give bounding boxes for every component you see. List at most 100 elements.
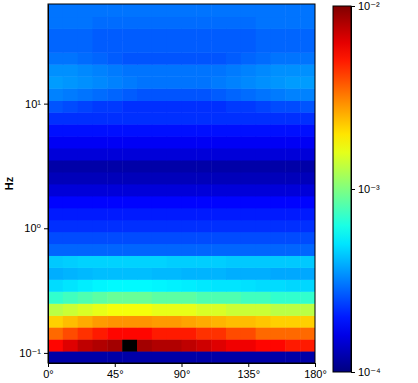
heatmap-cell	[182, 339, 197, 351]
heatmap-cells	[48, 4, 315, 363]
heatmap-cell	[241, 4, 256, 17]
heatmap-cell	[93, 17, 108, 29]
heatmap-cell	[182, 172, 197, 184]
heatmap-cell	[285, 244, 300, 256]
heatmap-cell	[211, 52, 226, 64]
heatmap-cell	[226, 52, 241, 64]
heatmap-cell	[226, 148, 241, 161]
heatmap-cell	[152, 112, 167, 124]
heatmap-cell	[182, 88, 197, 101]
heatmap-cell	[107, 339, 122, 351]
heatmap-cell	[152, 196, 167, 208]
x-tick	[315, 363, 316, 367]
heatmap-cell	[226, 208, 241, 220]
heatmap-cell	[211, 303, 226, 316]
heatmap-cell	[122, 351, 137, 363]
heatmap-cell	[78, 148, 93, 161]
heatmap-cell	[152, 136, 167, 148]
heatmap-cell	[63, 88, 78, 101]
heatmap-cell	[300, 291, 315, 303]
heatmap-cell	[63, 279, 78, 291]
heatmap-cell	[300, 148, 315, 161]
heatmap-cell	[271, 64, 286, 76]
heatmap-cell	[107, 220, 122, 232]
heatmap-cell	[300, 220, 315, 232]
heatmap-cell	[167, 148, 182, 161]
heatmap-cell	[256, 112, 271, 124]
heatmap-cell	[78, 220, 93, 232]
heatmap-cell	[167, 64, 182, 76]
heatmap-cell	[241, 112, 256, 124]
heatmap-cell	[241, 17, 256, 29]
heatmap-cell	[196, 184, 211, 196]
heatmap-cell	[152, 303, 167, 316]
heatmap-cell	[63, 76, 78, 88]
heatmap-cell	[63, 351, 78, 363]
heatmap-cell	[167, 28, 182, 41]
heatmap-cell	[226, 220, 241, 232]
plot-frame	[48, 4, 315, 363]
heatmap-cell	[211, 220, 226, 232]
heatmap-cell	[48, 112, 63, 124]
heatmap-cell	[122, 327, 137, 339]
heatmap-cell	[211, 40, 226, 52]
x-axis: 0°45°90°135°180°	[43, 363, 327, 380]
heatmap-cell	[300, 124, 315, 136]
heatmap-cell	[271, 124, 286, 136]
heatmap-cell	[122, 40, 137, 52]
heatmap-cell	[211, 255, 226, 267]
heatmap-cell	[152, 172, 167, 184]
heatmap-cell	[93, 220, 108, 232]
heatmap-cell	[48, 160, 63, 172]
heatmap-cell	[271, 339, 286, 351]
heatmap-cell	[196, 124, 211, 136]
heatmap-cell	[182, 351, 197, 363]
heatmap-cell	[167, 100, 182, 112]
heatmap-cell	[137, 184, 152, 196]
heatmap-cell	[182, 244, 197, 256]
heatmap-cell	[285, 327, 300, 339]
heatmap-cell	[211, 279, 226, 291]
heatmap-cell	[211, 28, 226, 41]
heatmap-cell	[167, 267, 182, 279]
heatmap-cell	[256, 100, 271, 112]
heatmap-cell	[48, 17, 63, 29]
heatmap-cell	[211, 196, 226, 208]
heatmap-cell	[122, 244, 137, 256]
heatmap-cell	[122, 52, 137, 64]
colorbar-tick-label: 10⁻²	[358, 0, 380, 12]
heatmap-cell	[152, 160, 167, 172]
heatmap-cell	[48, 28, 63, 41]
heatmap-cell	[226, 88, 241, 101]
heatmap-cell	[63, 196, 78, 208]
heatmap-cell	[63, 244, 78, 256]
heatmap-cell	[226, 17, 241, 29]
heatmap-cell	[241, 100, 256, 112]
tick: 180°	[304, 363, 327, 380]
heatmap-cell	[300, 88, 315, 101]
heatmap-cell	[271, 279, 286, 291]
heatmap-cell	[211, 17, 226, 29]
heatmap-cell	[182, 267, 197, 279]
heatmap-cell	[48, 172, 63, 184]
heatmap-cell	[211, 291, 226, 303]
heatmap-cell	[271, 232, 286, 244]
heatmap-cell	[78, 172, 93, 184]
heatmap-cell	[211, 315, 226, 327]
heatmap-cell	[241, 136, 256, 148]
heatmap-cell	[152, 339, 167, 351]
heatmap-cell	[122, 124, 137, 136]
heatmap-cell	[271, 88, 286, 101]
heatmap-cell	[271, 4, 286, 17]
heatmap-cell	[48, 232, 63, 244]
heatmap-cell	[271, 184, 286, 196]
heatmap-cell	[256, 76, 271, 88]
heatmap-cell	[256, 267, 271, 279]
heatmap-cell	[107, 17, 122, 29]
heatmap-cell	[167, 172, 182, 184]
heatmap-cell	[137, 255, 152, 267]
heatmap-cell	[196, 315, 211, 327]
heatmap-cell	[122, 160, 137, 172]
heatmap-cell	[271, 291, 286, 303]
heatmap-cell	[152, 267, 167, 279]
